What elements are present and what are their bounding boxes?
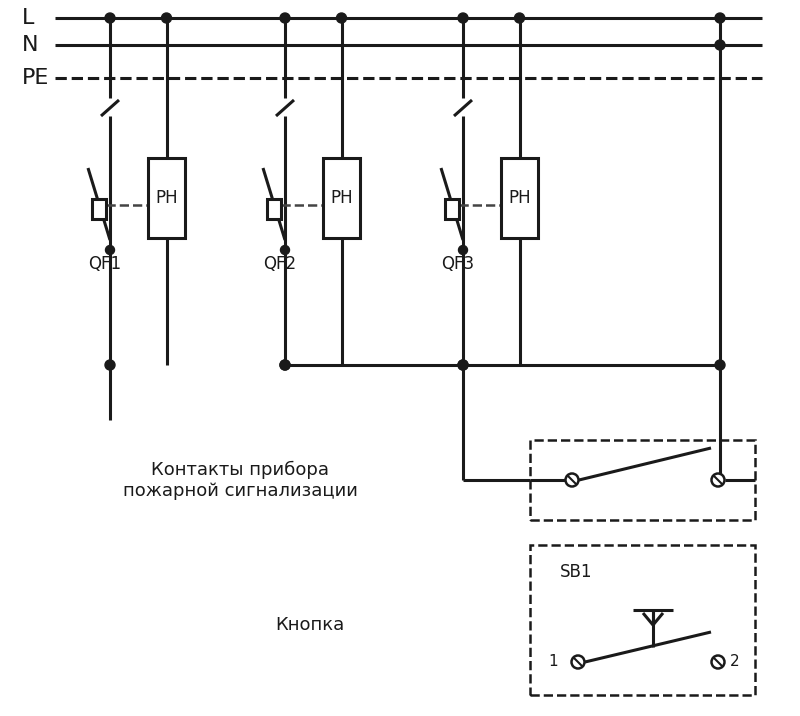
- Circle shape: [458, 246, 467, 254]
- Circle shape: [571, 656, 585, 669]
- Text: SB1: SB1: [560, 563, 593, 581]
- Text: PH: PH: [508, 189, 531, 207]
- Text: L: L: [22, 8, 34, 28]
- Text: QF3: QF3: [441, 255, 474, 273]
- Circle shape: [106, 246, 114, 254]
- Bar: [445, 199, 459, 219]
- Bar: [92, 199, 106, 219]
- Text: QF1: QF1: [88, 255, 121, 273]
- Circle shape: [566, 473, 578, 486]
- Circle shape: [281, 246, 290, 254]
- Text: QF2: QF2: [263, 255, 296, 273]
- Text: PE: PE: [22, 68, 50, 88]
- Circle shape: [711, 656, 725, 669]
- Circle shape: [514, 13, 525, 23]
- Circle shape: [458, 360, 468, 370]
- Bar: [530, 545, 755, 695]
- Circle shape: [280, 13, 290, 23]
- Bar: [148, 158, 185, 238]
- Text: 2: 2: [730, 654, 740, 669]
- Circle shape: [337, 13, 346, 23]
- Circle shape: [105, 360, 115, 370]
- Bar: [267, 199, 281, 219]
- Text: PH: PH: [330, 189, 353, 207]
- Circle shape: [458, 360, 468, 370]
- Text: PH: PH: [155, 189, 178, 207]
- Circle shape: [715, 360, 725, 370]
- Circle shape: [105, 13, 115, 23]
- Circle shape: [162, 13, 171, 23]
- Circle shape: [280, 360, 290, 370]
- Bar: [501, 158, 538, 238]
- Text: Контакты прибора
пожарной сигнализации: Контакты прибора пожарной сигнализации: [122, 460, 358, 500]
- Bar: [323, 158, 360, 238]
- Circle shape: [458, 13, 468, 23]
- Circle shape: [711, 473, 725, 486]
- Bar: [530, 440, 755, 520]
- Text: N: N: [22, 35, 38, 55]
- Text: 1: 1: [548, 654, 558, 669]
- Circle shape: [280, 360, 290, 370]
- Circle shape: [715, 40, 725, 50]
- Circle shape: [715, 13, 725, 23]
- Text: Кнопка: Кнопка: [275, 616, 345, 634]
